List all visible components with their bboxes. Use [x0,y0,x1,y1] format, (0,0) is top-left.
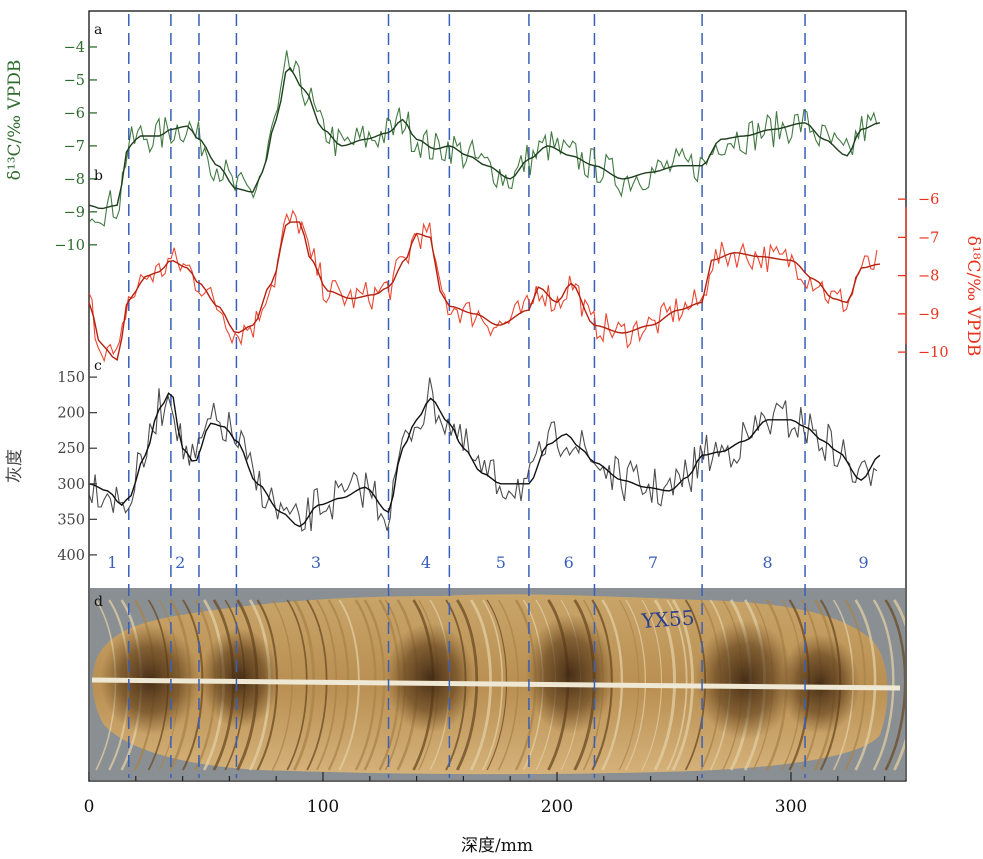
y-tick-label-c: 200 [57,406,85,422]
y-tick-label-c: 150 [57,370,85,386]
dark-core-3 [385,623,475,733]
data-panels: −10 −9 −8 −7 −6 −5 −4 a δ¹³C/‰ VPDB −10 −9 −8 −7 −6 b δ… [5,22,983,564]
growth-band [854,599,877,771]
y-axis-title-b: δ¹⁸C/‰ VPDB [963,236,983,357]
zone-label: 2 [175,553,185,572]
zone-label: 7 [648,553,658,572]
zone-labels: 1 2 3 4 5 6 7 8 9 [107,553,868,572]
x-axis: 0 100 200 300 [84,772,886,817]
growth-band [456,599,479,771]
growth-band [482,599,504,771]
zone-label: 9 [858,553,868,572]
plot-frame [88,10,907,782]
zone-label: 5 [496,553,506,572]
y-tick-label-a: −4 [64,40,85,56]
zone-label: 6 [564,553,574,572]
y-tick-label-c: 400 [57,548,85,564]
growth-band [497,599,519,771]
panel-letter-b: b [94,168,103,184]
zone-label: 3 [311,553,321,572]
x-axis-label: 深度/mm [461,836,533,856]
y-tick-label-c: 300 [57,477,85,493]
raw-series-a [88,50,878,227]
y-tick-label-a: −10 [54,238,85,254]
y-tick-label-b: −9 [918,307,939,323]
smoothed-series-b [88,221,880,361]
panel-letter-a: a [94,22,102,38]
smoothed-series-c [88,392,881,528]
y-tick-label-a: −7 [64,139,85,155]
growth-band [625,599,647,771]
growth-band [641,599,663,771]
y-tick-label-b: −6 [918,192,939,208]
growth-band [872,599,895,771]
raw-series-b [88,209,878,363]
x-tick-label: 200 [541,797,573,817]
y-tick-label-b: −7 [918,230,939,246]
x-tick-label: 0 [84,797,95,817]
growth-band [486,599,508,771]
sampling-track [91,677,901,691]
smoothed-series-a [88,66,881,210]
panel-letter-d: d [94,594,103,610]
raw-series-c [88,377,878,532]
zone-label: 4 [421,553,431,572]
growth-band [469,599,492,771]
panel-b: −10 −9 −8 −7 −6 b δ¹⁸C/‰ VPDB [88,168,983,363]
panel-a: −10 −9 −8 −7 −6 −5 −4 a δ¹³C/‰ VPDB [5,22,881,254]
zone-boundaries [128,14,806,778]
x-tick-label: 100 [307,797,339,817]
y-tick-label-c: 250 [57,441,85,457]
panel-c: 150 200 250 300 350 400 c 灰度 [5,358,881,564]
zone-label: 8 [763,553,773,572]
y-tick-label-a: −5 [64,73,85,89]
y-axis-title-c: 灰度 [5,449,25,483]
growth-band [653,599,677,771]
stalagmite-photo: YX55 [90,588,905,780]
growth-band [601,599,624,771]
y-tick-label-a: −9 [64,205,85,221]
y-tick-label-c: 350 [57,512,85,528]
growth-band [618,599,640,771]
y-tick-label-a: −8 [64,172,85,188]
growth-band [893,599,905,771]
dark-core-6 [780,634,860,734]
sample-label: YX55 [640,605,695,633]
growth-band [844,599,866,771]
zone-label: 1 [107,553,117,572]
x-tick-label: 300 [775,797,807,817]
dark-core-5 [695,620,795,740]
growth-band [666,599,688,771]
dark-core-2 [200,628,280,728]
growth-band [884,599,905,771]
y-axis-title-a: δ¹³C/‰ VPDB [5,60,25,181]
dark-core-4 [525,614,615,734]
growth-band [671,599,694,771]
y-tick-label-a: −6 [64,106,85,122]
y-tick-label-b: −8 [918,269,939,285]
panel-letter-c: c [94,358,102,374]
y-tick-label-b: −10 [918,345,949,361]
